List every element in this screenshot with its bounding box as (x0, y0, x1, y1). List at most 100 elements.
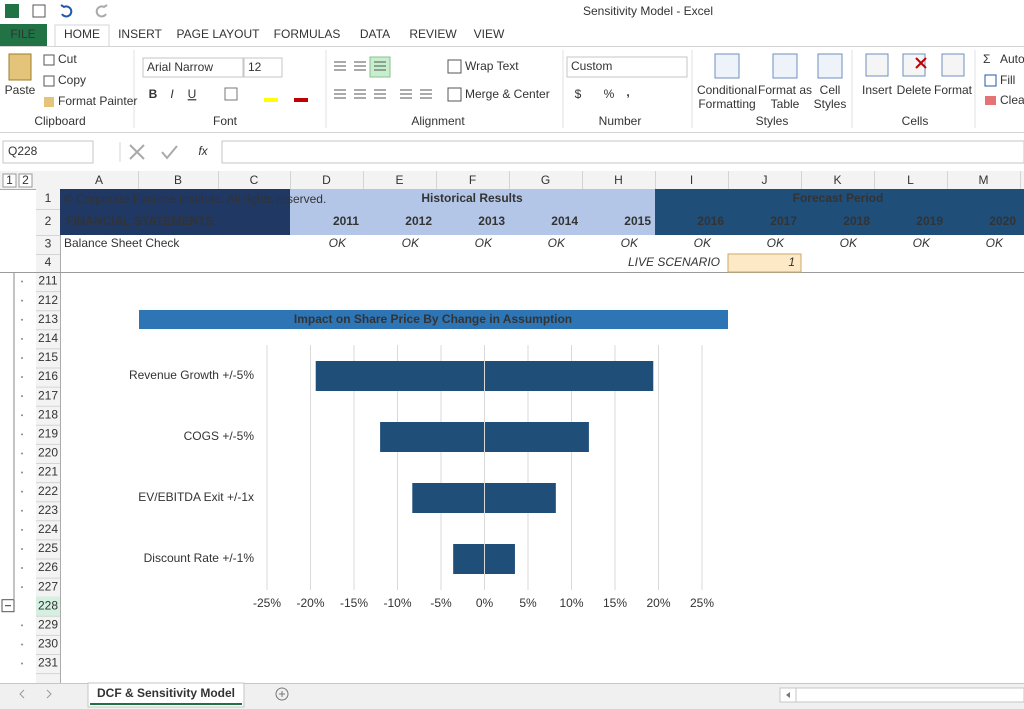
row-header[interactable]: 212 (38, 293, 58, 307)
row-header[interactable]: 221 (38, 465, 58, 479)
row-header[interactable]: 227 (38, 579, 58, 593)
outline-level[interactable]: 2 (22, 173, 29, 187)
row-header[interactable]: 4 (45, 255, 52, 269)
column-header[interactable]: E (395, 173, 403, 187)
cells-icon[interactable] (866, 54, 888, 76)
paste-icon[interactable] (9, 54, 31, 80)
ribbon-tab[interactable]: INSERT (118, 27, 162, 41)
column-header[interactable]: B (174, 173, 182, 187)
bar (485, 483, 556, 513)
row-header[interactable]: 1 (45, 191, 52, 205)
check-value: OK (329, 236, 347, 250)
column-header[interactable]: J (762, 173, 768, 187)
ribbon-tab[interactable]: PAGE LAYOUT (177, 27, 261, 41)
row-header[interactable]: 225 (38, 541, 58, 555)
outline-dot (21, 663, 23, 665)
percent-button[interactable]: % (604, 87, 615, 101)
cut-button[interactable]: Cut (58, 52, 77, 66)
clear-button[interactable]: Clear (1000, 93, 1024, 107)
x-tick-label: -5% (430, 596, 452, 610)
row-header[interactable]: 213 (38, 312, 58, 326)
font-color-icon[interactable] (294, 98, 308, 102)
outline-dot (21, 338, 23, 340)
check-label: Balance Sheet Check (64, 236, 180, 250)
style-button[interactable]: Format as (758, 83, 812, 97)
x-tick-label: -20% (296, 596, 324, 610)
sigma-icon[interactable]: Auto (1000, 52, 1024, 66)
cells-icon[interactable] (942, 54, 964, 76)
fill-color-icon[interactable] (264, 98, 278, 102)
column-header[interactable]: G (541, 173, 550, 187)
ribbon-tab[interactable]: REVIEW (409, 27, 457, 41)
fill-button[interactable]: Fill (1000, 73, 1015, 87)
sheet-tab-label[interactable]: DCF & Sensitivity Model (97, 686, 235, 700)
column-header[interactable]: L (907, 173, 914, 187)
row-header[interactable]: 214 (38, 331, 58, 345)
ribbon-tab[interactable]: FORMULAS (274, 27, 341, 41)
column-header[interactable]: H (614, 173, 623, 187)
row-header[interactable]: 223 (38, 503, 58, 517)
cells-button[interactable]: Delete (897, 83, 932, 97)
row-header[interactable]: 230 (38, 637, 58, 651)
format-painter-button[interactable]: Format Painter (58, 94, 137, 108)
column-header[interactable]: K (833, 173, 841, 187)
outline-level[interactable]: 1 (6, 173, 13, 187)
paste-button[interactable]: Paste (5, 83, 36, 97)
copy-button[interactable]: Copy (58, 73, 86, 87)
row-header[interactable]: 3 (45, 237, 52, 251)
row-header[interactable]: 228 (38, 598, 58, 612)
cells-button[interactable]: Insert (862, 83, 893, 97)
style-button[interactable]: Table (771, 97, 800, 111)
style-icon[interactable] (773, 54, 797, 78)
font-name: Arial Narrow (147, 60, 213, 74)
row-header[interactable]: 226 (38, 560, 58, 574)
row-header[interactable]: 218 (38, 407, 58, 421)
year-header: 2015 (624, 214, 651, 228)
column-header[interactable]: D (322, 173, 331, 187)
group-label: Cells (902, 114, 929, 128)
h-scrollbar[interactable] (780, 688, 1024, 702)
style-button[interactable]: Conditional (697, 83, 757, 97)
comma-button[interactable]: , (626, 85, 629, 99)
bold-button[interactable]: B (149, 87, 158, 101)
row-header[interactable]: 219 (38, 427, 58, 441)
row-header[interactable]: 224 (38, 522, 58, 536)
column-header[interactable]: F (469, 173, 476, 187)
scenario-value: 1 (788, 255, 795, 269)
ribbon-tab[interactable]: FILE (10, 27, 35, 41)
row-header[interactable]: 222 (38, 484, 58, 498)
ribbon-tab[interactable]: VIEW (474, 27, 505, 41)
fx-button[interactable]: fx (198, 144, 208, 158)
outline-dot (21, 414, 23, 416)
row-header[interactable]: 220 (38, 446, 58, 460)
style-button[interactable]: Cell (820, 83, 841, 97)
row-header[interactable]: 231 (38, 656, 58, 670)
currency-button[interactable]: $ (575, 87, 582, 101)
ribbon-tab[interactable]: HOME (64, 27, 100, 41)
row-header[interactable]: 211 (38, 274, 57, 288)
check-value: OK (767, 236, 785, 250)
check-value: OK (840, 236, 858, 250)
row-header[interactable]: 216 (38, 369, 58, 383)
wrap-text-button[interactable]: Wrap Text (465, 59, 519, 73)
ribbon-tab[interactable]: DATA (360, 27, 390, 41)
style-button[interactable]: Formatting (698, 97, 755, 111)
cells-button[interactable]: Format (934, 83, 973, 97)
align-bottom-selected[interactable] (370, 57, 390, 77)
row-header[interactable]: 215 (38, 350, 58, 364)
style-icon[interactable] (715, 54, 739, 78)
merge-center-button[interactable]: Merge & Center (465, 87, 550, 101)
column-header[interactable]: M (979, 173, 989, 187)
formula-input[interactable] (222, 141, 1024, 163)
column-header[interactable]: A (95, 173, 103, 187)
underline-button[interactable]: U (188, 87, 197, 101)
column-header[interactable]: I (690, 173, 693, 187)
style-button[interactable]: Styles (814, 97, 847, 111)
row-header[interactable]: 217 (38, 388, 58, 402)
row-header[interactable]: 229 (38, 618, 58, 632)
bar (485, 361, 653, 391)
style-icon[interactable] (818, 54, 842, 78)
row-header[interactable]: 2 (45, 214, 52, 228)
column-header[interactable]: C (250, 173, 259, 187)
